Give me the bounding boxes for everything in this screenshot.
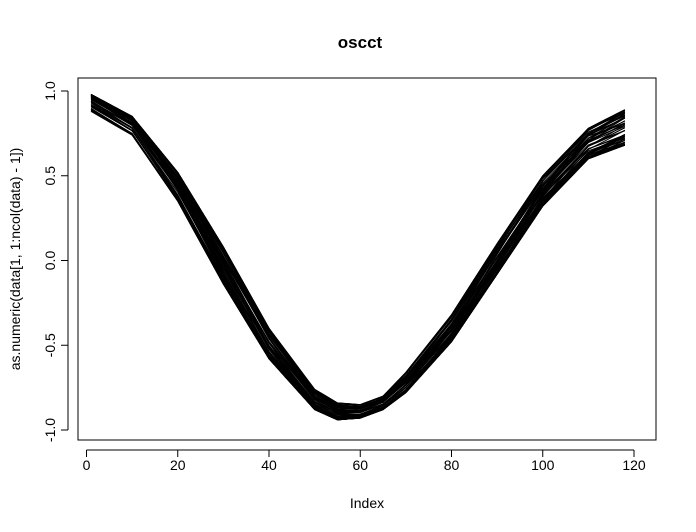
series-line [90, 98, 626, 420]
series-line [90, 94, 626, 411]
x-tick-label: 80 [444, 457, 460, 473]
series-line [90, 95, 626, 410]
y-tick-label: -0.5 [42, 333, 58, 357]
x-axis: 0 20 40 60 80 100 120 [83, 449, 646, 473]
series-line [90, 95, 626, 410]
series-line [90, 103, 626, 414]
series-line [90, 94, 626, 406]
series-line [90, 101, 626, 411]
series-line [90, 108, 626, 420]
series-line [90, 97, 626, 421]
series-line [90, 98, 626, 413]
y-tick-label: 0.5 [42, 166, 58, 186]
series-line [90, 95, 626, 417]
x-tick-label: 100 [531, 457, 555, 473]
chart-title: oscct [338, 33, 383, 52]
series-line [90, 96, 626, 408]
series-line [90, 98, 626, 421]
series-line [90, 100, 626, 419]
series-line [90, 94, 626, 408]
plot-frame [77, 77, 657, 441]
series-group [90, 93, 626, 421]
series-line [90, 94, 626, 408]
series-line [90, 100, 626, 415]
y-axis-label: as.numeric(data[1, 1:ncol(data) - 1]) [7, 148, 23, 371]
x-tick-label: 40 [261, 457, 277, 473]
series-line [90, 109, 626, 420]
y-tick-label: 1.0 [42, 81, 58, 101]
series-line [90, 94, 626, 406]
series-line [90, 106, 626, 419]
y-tick-label: -1.0 [42, 418, 58, 442]
series-line [90, 96, 626, 408]
series-line [90, 94, 626, 416]
series-line [90, 94, 626, 406]
x-tick-label: 0 [83, 457, 91, 473]
series-line [90, 97, 626, 421]
series-line [90, 94, 626, 413]
series-line [90, 94, 626, 406]
series-line [90, 95, 626, 420]
series-line [90, 96, 626, 411]
series-line [90, 104, 626, 420]
series-line [90, 109, 626, 420]
series-line [90, 98, 626, 421]
y-axis: -1.0 -0.5 0.0 0.5 1.0 [42, 81, 69, 442]
series-line [90, 94, 626, 407]
x-axis-label: Index [350, 495, 384, 511]
series-line [90, 107, 626, 415]
series-line [90, 101, 626, 412]
series-line [90, 96, 626, 419]
x-tick-label: 20 [170, 457, 186, 473]
series-line [90, 105, 626, 421]
series-line [90, 110, 626, 420]
x-tick-label: 60 [352, 457, 368, 473]
series-line [90, 94, 626, 418]
series-line [90, 100, 626, 419]
series-line [90, 101, 626, 420]
series-line [90, 93, 626, 413]
y-tick-label: 0.0 [42, 251, 58, 271]
series-line [90, 95, 626, 418]
series-line [90, 94, 626, 409]
series-line [90, 94, 626, 415]
series-line [90, 106, 626, 420]
series-line [90, 109, 626, 414]
series-line [90, 104, 626, 418]
series-line [90, 98, 626, 409]
series-line [90, 109, 626, 417]
series-line [90, 94, 626, 406]
series-line [90, 99, 626, 410]
series-line [90, 94, 626, 413]
series-line [90, 110, 626, 409]
series-line [90, 95, 626, 418]
x-tick-label: 120 [622, 457, 646, 473]
series-line [90, 93, 626, 410]
series-line [90, 104, 626, 418]
series-line [90, 95, 626, 420]
series-line [90, 108, 626, 420]
series-line [90, 102, 626, 421]
series-line [90, 93, 626, 406]
